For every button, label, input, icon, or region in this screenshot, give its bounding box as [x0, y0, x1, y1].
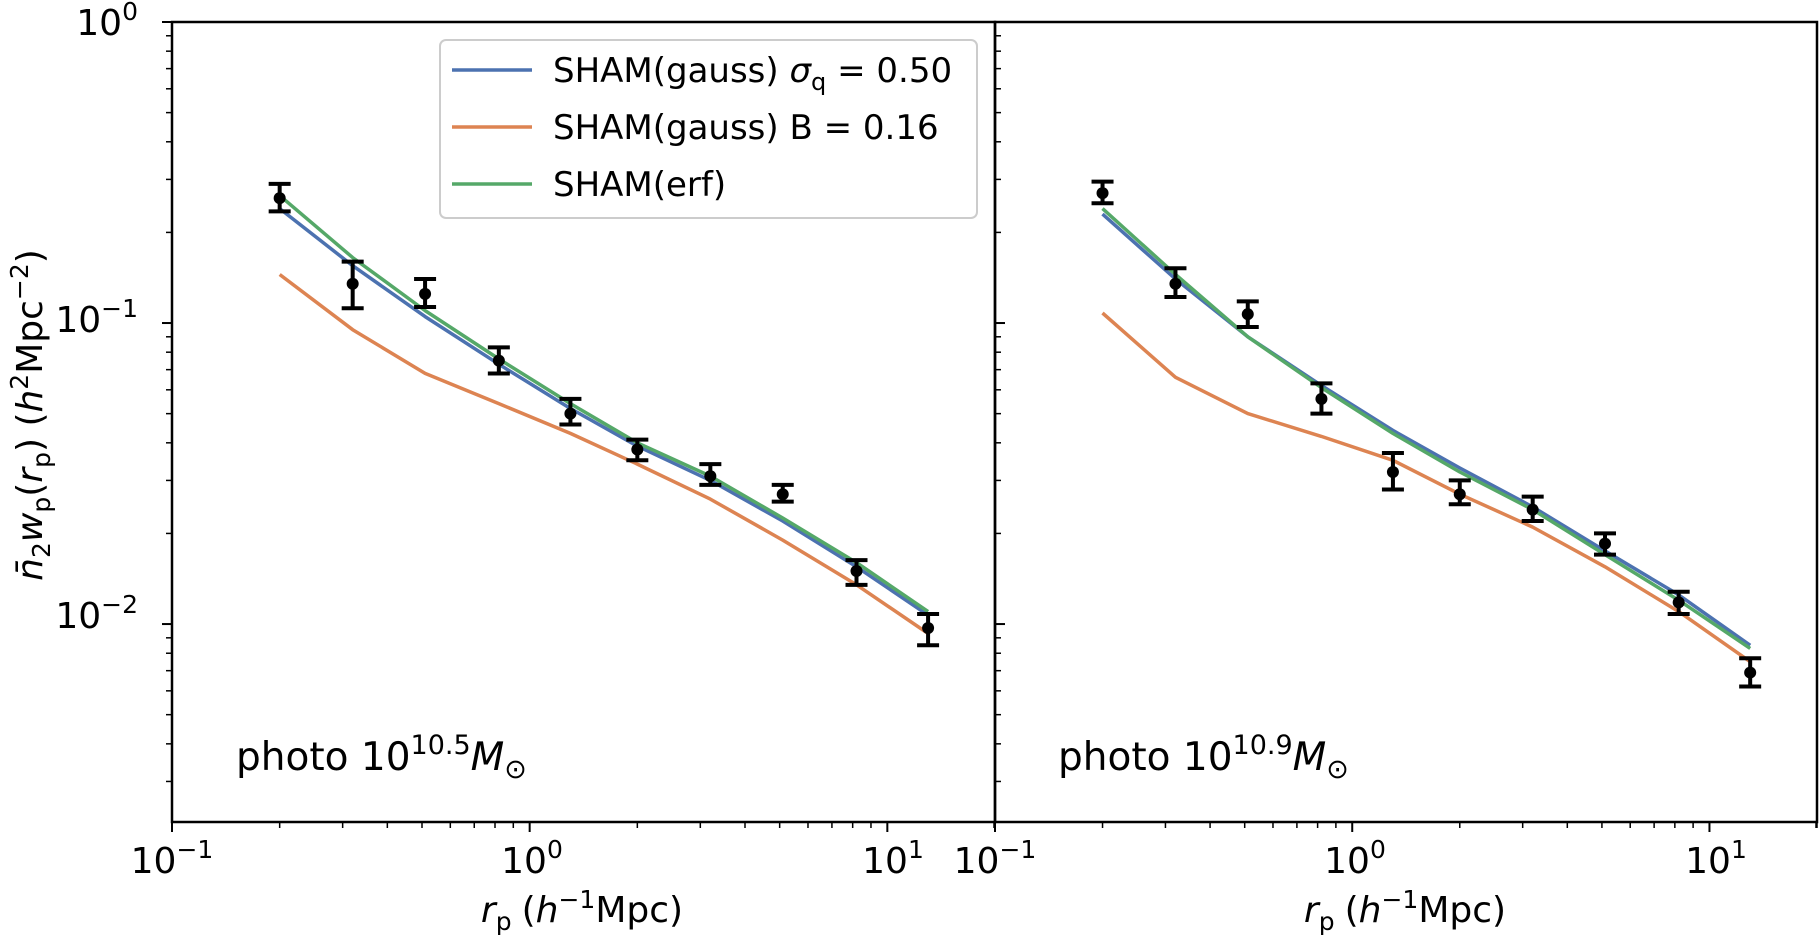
- data-marker: [1169, 277, 1182, 290]
- right-line-orange: [1101, 311, 1752, 664]
- right-data-point: [1448, 478, 1471, 507]
- data-marker: [704, 470, 717, 483]
- right-data-point: [1236, 299, 1259, 330]
- left-data-point: [341, 259, 364, 311]
- left-data-point: [559, 396, 582, 427]
- left-data-point: [268, 181, 291, 214]
- right-line-green: [1101, 207, 1752, 650]
- data-marker: [922, 622, 935, 635]
- left-data-point: [626, 437, 649, 463]
- left-data-point: [699, 462, 722, 487]
- right-x-tick-label-2: 101: [1685, 835, 1747, 882]
- panel-right: 10−1 100 101 rp (h−1Mpc) photo 1010.9M⊙: [954, 20, 1819, 936]
- right-data-point: [1381, 451, 1404, 492]
- right-line-blue: [1101, 212, 1752, 647]
- data-marker: [1386, 465, 1399, 478]
- right-data-point: [1521, 494, 1544, 523]
- right-data-point: [1593, 531, 1616, 557]
- data-marker: [1672, 596, 1685, 609]
- left-x-tick-label-2: 101: [862, 835, 924, 882]
- left-series-lines: [278, 194, 930, 635]
- right-data-point: [1739, 656, 1762, 689]
- data-marker: [1744, 666, 1757, 679]
- left-data-point: [414, 277, 437, 310]
- data-marker: [850, 565, 863, 578]
- right-x-tick-label-1: 100: [1324, 835, 1386, 882]
- right-data-point: [1310, 381, 1333, 416]
- left-line-green: [278, 194, 930, 614]
- right-x-tick-label-0: 10−1: [954, 835, 1037, 882]
- data-marker: [1096, 187, 1109, 200]
- y-tick-label-2: 10−2: [55, 590, 138, 637]
- right-data-point: [1164, 266, 1187, 300]
- legend-frame: [439, 39, 978, 219]
- legend-label-gauss-sigma: SHAM(gauss) σq = 0.50: [553, 51, 952, 96]
- left-data-point: [771, 482, 794, 504]
- data-marker: [1598, 537, 1611, 550]
- data-marker: [419, 287, 432, 300]
- y-tick-label-0: 100: [76, 0, 138, 44]
- data-marker: [1526, 503, 1539, 516]
- data-marker: [492, 354, 505, 367]
- data-marker: [776, 488, 789, 501]
- panel-left: 10−1 100 101 100 10−1 10−2 rp (h−1Mpc) ph…: [55, 0, 997, 936]
- right-series-lines: [1101, 207, 1752, 664]
- y-tick-label-1: 10−1: [55, 294, 138, 341]
- data-marker: [631, 443, 644, 456]
- legend-label-gauss-b: SHAM(gauss) B = 0.16: [553, 108, 939, 148]
- data-marker: [564, 407, 577, 420]
- left-panel-annotation: photo 1010.5M⊙: [236, 730, 527, 785]
- left-data-points: [268, 181, 940, 648]
- legend-label-erf: SHAM(erf): [553, 165, 726, 205]
- left-data-point: [487, 345, 510, 376]
- right-data-point: [1091, 179, 1114, 206]
- left-line-blue: [278, 207, 930, 617]
- legend: SHAM(gauss) σq = 0.50 SHAM(gauss) B = 0.…: [439, 39, 978, 219]
- left-data-point: [845, 558, 868, 587]
- right-data-point: [1667, 589, 1690, 616]
- left-line-orange: [278, 273, 930, 635]
- right-panel-annotation: photo 1010.9M⊙: [1058, 730, 1349, 785]
- data-marker: [273, 192, 286, 205]
- left-x-tick-label-0: 10−1: [131, 835, 214, 882]
- left-x-tick-label-1: 100: [501, 835, 563, 882]
- left-x-axis-label: rp (h−1Mpc): [481, 885, 683, 936]
- data-marker: [1241, 308, 1254, 321]
- y-axis-label: n̄2wp(rp) (h2Mpc−2): [5, 249, 56, 581]
- left-data-point: [917, 611, 940, 648]
- right-ticks: [994, 21, 1818, 832]
- data-marker: [1315, 392, 1328, 405]
- right-axes-frame: [993, 20, 1819, 824]
- right-x-axis-label: rp (h−1Mpc): [1304, 885, 1506, 936]
- data-marker: [346, 277, 359, 290]
- data-marker: [1453, 488, 1466, 501]
- right-data-points: [1091, 179, 1762, 689]
